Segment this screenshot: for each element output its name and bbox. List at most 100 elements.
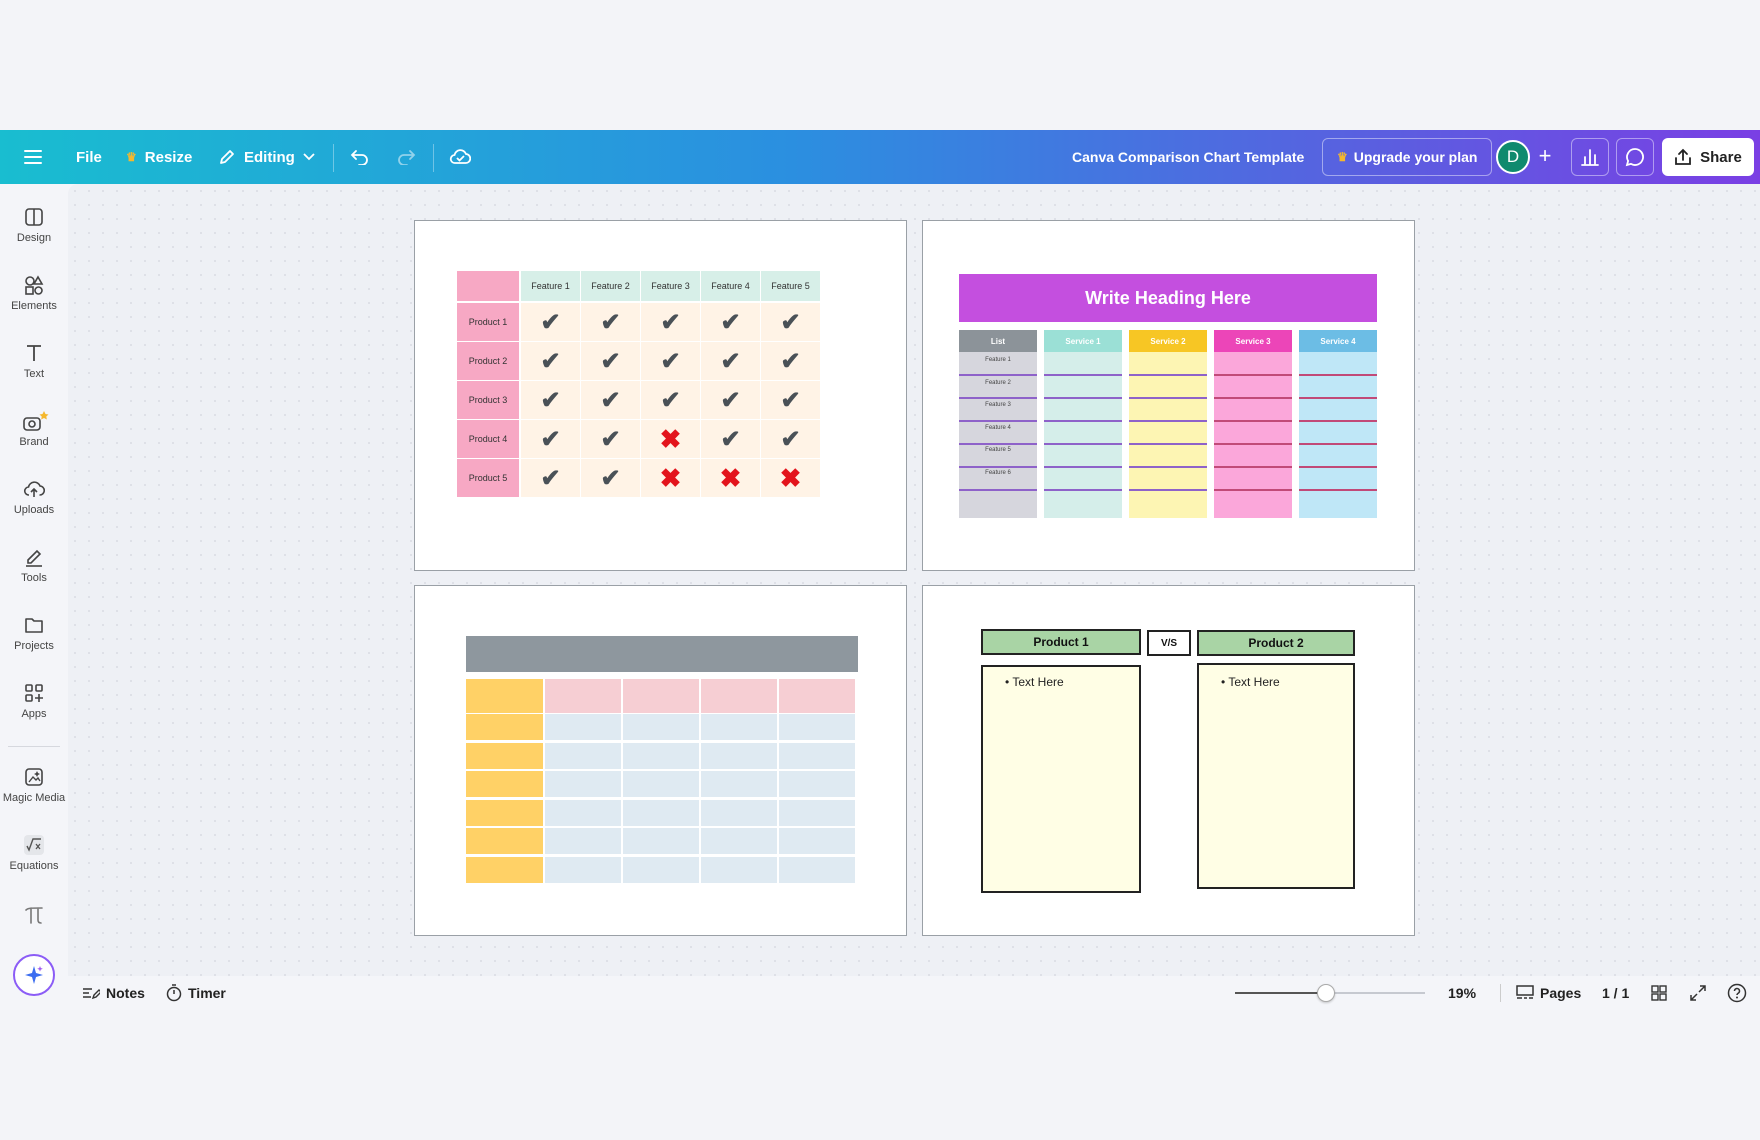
document-title[interactable]: Canva Comparison Chart Template: [1072, 149, 1305, 165]
product2-box[interactable]: • Text Here: [1197, 663, 1355, 889]
mark-cell[interactable]: ✔: [761, 420, 820, 458]
blank-table-cell[interactable]: [623, 742, 699, 769]
design-canvas[interactable]: Feature 1 Feature 2 Feature 3 Feature 4 Feat…: [68, 184, 1760, 976]
mark-cell[interactable]: ✖: [641, 459, 700, 497]
versus-label[interactable]: V/S: [1147, 630, 1191, 656]
share-button[interactable]: Share: [1662, 138, 1754, 176]
sidebar-item-uploads[interactable]: Uploads: [0, 472, 68, 534]
sidebar-item-brand[interactable]: Brand: [0, 404, 68, 466]
service-column-header[interactable]: Service 1: [1044, 330, 1122, 352]
zoom-slider-handle[interactable]: [1317, 984, 1335, 1002]
mark-cell[interactable]: ✔: [641, 303, 700, 341]
mark-cell[interactable]: ✔: [701, 420, 760, 458]
upgrade-plan-button[interactable]: ♛ Upgrade your plan: [1322, 138, 1493, 176]
blank-table-cell[interactable]: [545, 679, 621, 713]
blank-table-header-bar[interactable]: [466, 636, 858, 672]
mark-cell[interactable]: ✖: [701, 459, 760, 497]
mark-cell[interactable]: ✔: [761, 303, 820, 341]
template-page-blank-table[interactable]: [414, 585, 907, 936]
blank-table-cell[interactable]: [545, 828, 621, 854]
sidebar-item-equations[interactable]: Equations: [0, 828, 68, 890]
service-table-heading[interactable]: Write Heading Here: [959, 274, 1377, 322]
mark-cell[interactable]: ✔: [581, 459, 640, 497]
mark-cell[interactable]: ✔: [581, 381, 640, 419]
blank-table-cell[interactable]: [779, 742, 855, 769]
product-row-label[interactable]: Product 5: [457, 459, 519, 497]
redo-button[interactable]: [396, 130, 416, 184]
insights-button[interactable]: [1571, 138, 1609, 176]
mark-cell[interactable]: ✖: [641, 420, 700, 458]
save-status-button[interactable]: [449, 130, 471, 184]
service-column[interactable]: Service 2: [1129, 330, 1207, 518]
mark-cell[interactable]: ✔: [521, 303, 580, 341]
avatar[interactable]: D: [1496, 140, 1530, 174]
file-menu-button[interactable]: File: [76, 130, 102, 184]
blank-table-row-label[interactable]: [466, 742, 543, 769]
product1-box[interactable]: • Text Here: [981, 665, 1141, 893]
blank-table-cell[interactable]: [623, 714, 699, 740]
blank-table-cell[interactable]: [701, 714, 777, 740]
blank-table-cell[interactable]: [623, 799, 699, 826]
template-page-checkmark-chart[interactable]: Feature 1 Feature 2 Feature 3 Feature 4 Feat…: [414, 220, 907, 571]
mark-cell[interactable]: ✔: [521, 342, 580, 380]
feature-header-cell[interactable]: Feature 1: [521, 271, 580, 301]
pages-button[interactable]: Pages: [1516, 976, 1581, 1010]
grid-view-button[interactable]: [1651, 976, 1667, 1010]
service-column[interactable]: Service 3: [1214, 330, 1292, 518]
blank-table-cell[interactable]: [545, 742, 621, 769]
service-column-header[interactable]: Service 3: [1214, 330, 1292, 352]
product1-header[interactable]: Product 1: [981, 629, 1141, 655]
product-row-label[interactable]: Product 2: [457, 342, 519, 380]
blank-table-cell[interactable]: [623, 771, 699, 797]
template-page-versus[interactable]: Product 1 V/S Product 2 • Text Here • Te…: [922, 585, 1415, 936]
product-row-label[interactable]: Product 1: [457, 303, 519, 341]
mark-cell[interactable]: ✔: [521, 381, 580, 419]
resize-button[interactable]: ♛ Resize: [126, 130, 192, 184]
mark-cell[interactable]: ✔: [581, 342, 640, 380]
blank-table-cell[interactable]: [779, 799, 855, 826]
blank-table-cell[interactable]: [701, 856, 777, 883]
blank-table-cell[interactable]: [779, 856, 855, 883]
blank-table-cell[interactable]: [779, 771, 855, 797]
mark-cell[interactable]: ✔: [701, 303, 760, 341]
service-column-header[interactable]: Service 2: [1129, 330, 1207, 352]
feature-header-cell[interactable]: Feature 5: [761, 271, 820, 301]
blank-table-cell[interactable]: [623, 679, 699, 713]
notes-button[interactable]: Notes: [82, 976, 145, 1010]
undo-button[interactable]: [350, 130, 370, 184]
feature-header-cell[interactable]: Feature 2: [581, 271, 640, 301]
service-column-header[interactable]: List: [959, 330, 1037, 352]
mark-cell[interactable]: ✔: [701, 342, 760, 380]
magic-assistant-button[interactable]: [13, 954, 55, 996]
template-page-service-table[interactable]: Write Heading Here List Service 1 Service …: [922, 220, 1415, 571]
editing-mode-dropdown[interactable]: Editing: [218, 130, 315, 184]
help-button[interactable]: [1727, 976, 1747, 1010]
blank-table-cell[interactable]: [701, 742, 777, 769]
blank-table-cell[interactable]: [623, 856, 699, 883]
mark-cell[interactable]: ✔: [701, 381, 760, 419]
service-column[interactable]: List: [959, 330, 1037, 518]
sidebar-item-elements[interactable]: Elements: [0, 268, 68, 330]
product2-header[interactable]: Product 2: [1197, 630, 1355, 656]
sidebar-item-apps[interactable]: Apps: [0, 676, 68, 738]
sidebar-item-pi[interactable]: [0, 898, 68, 934]
blank-table-row-label[interactable]: [466, 679, 543, 713]
service-column-header[interactable]: Service 4: [1299, 330, 1377, 352]
blank-table-cell[interactable]: [545, 771, 621, 797]
blank-table-cell[interactable]: [701, 679, 777, 713]
mark-cell[interactable]: ✔: [761, 381, 820, 419]
blank-table-row-label[interactable]: [466, 771, 543, 797]
blank-table-cell[interactable]: [779, 714, 855, 740]
product-row-label[interactable]: Product 4: [457, 420, 519, 458]
mark-cell[interactable]: ✔: [521, 420, 580, 458]
blank-table-cell[interactable]: [701, 771, 777, 797]
blank-table-row-label[interactable]: [466, 799, 543, 826]
sidebar-item-text[interactable]: Text: [0, 336, 68, 398]
service-column[interactable]: Service 4: [1299, 330, 1377, 518]
zoom-level[interactable]: 19%: [1448, 985, 1477, 1001]
mark-cell[interactable]: ✔: [581, 420, 640, 458]
feature-header-cell[interactable]: Feature 3: [641, 271, 700, 301]
blank-table-row-label[interactable]: [466, 856, 543, 883]
mark-cell[interactable]: ✔: [641, 381, 700, 419]
service-column[interactable]: Service 1: [1044, 330, 1122, 518]
